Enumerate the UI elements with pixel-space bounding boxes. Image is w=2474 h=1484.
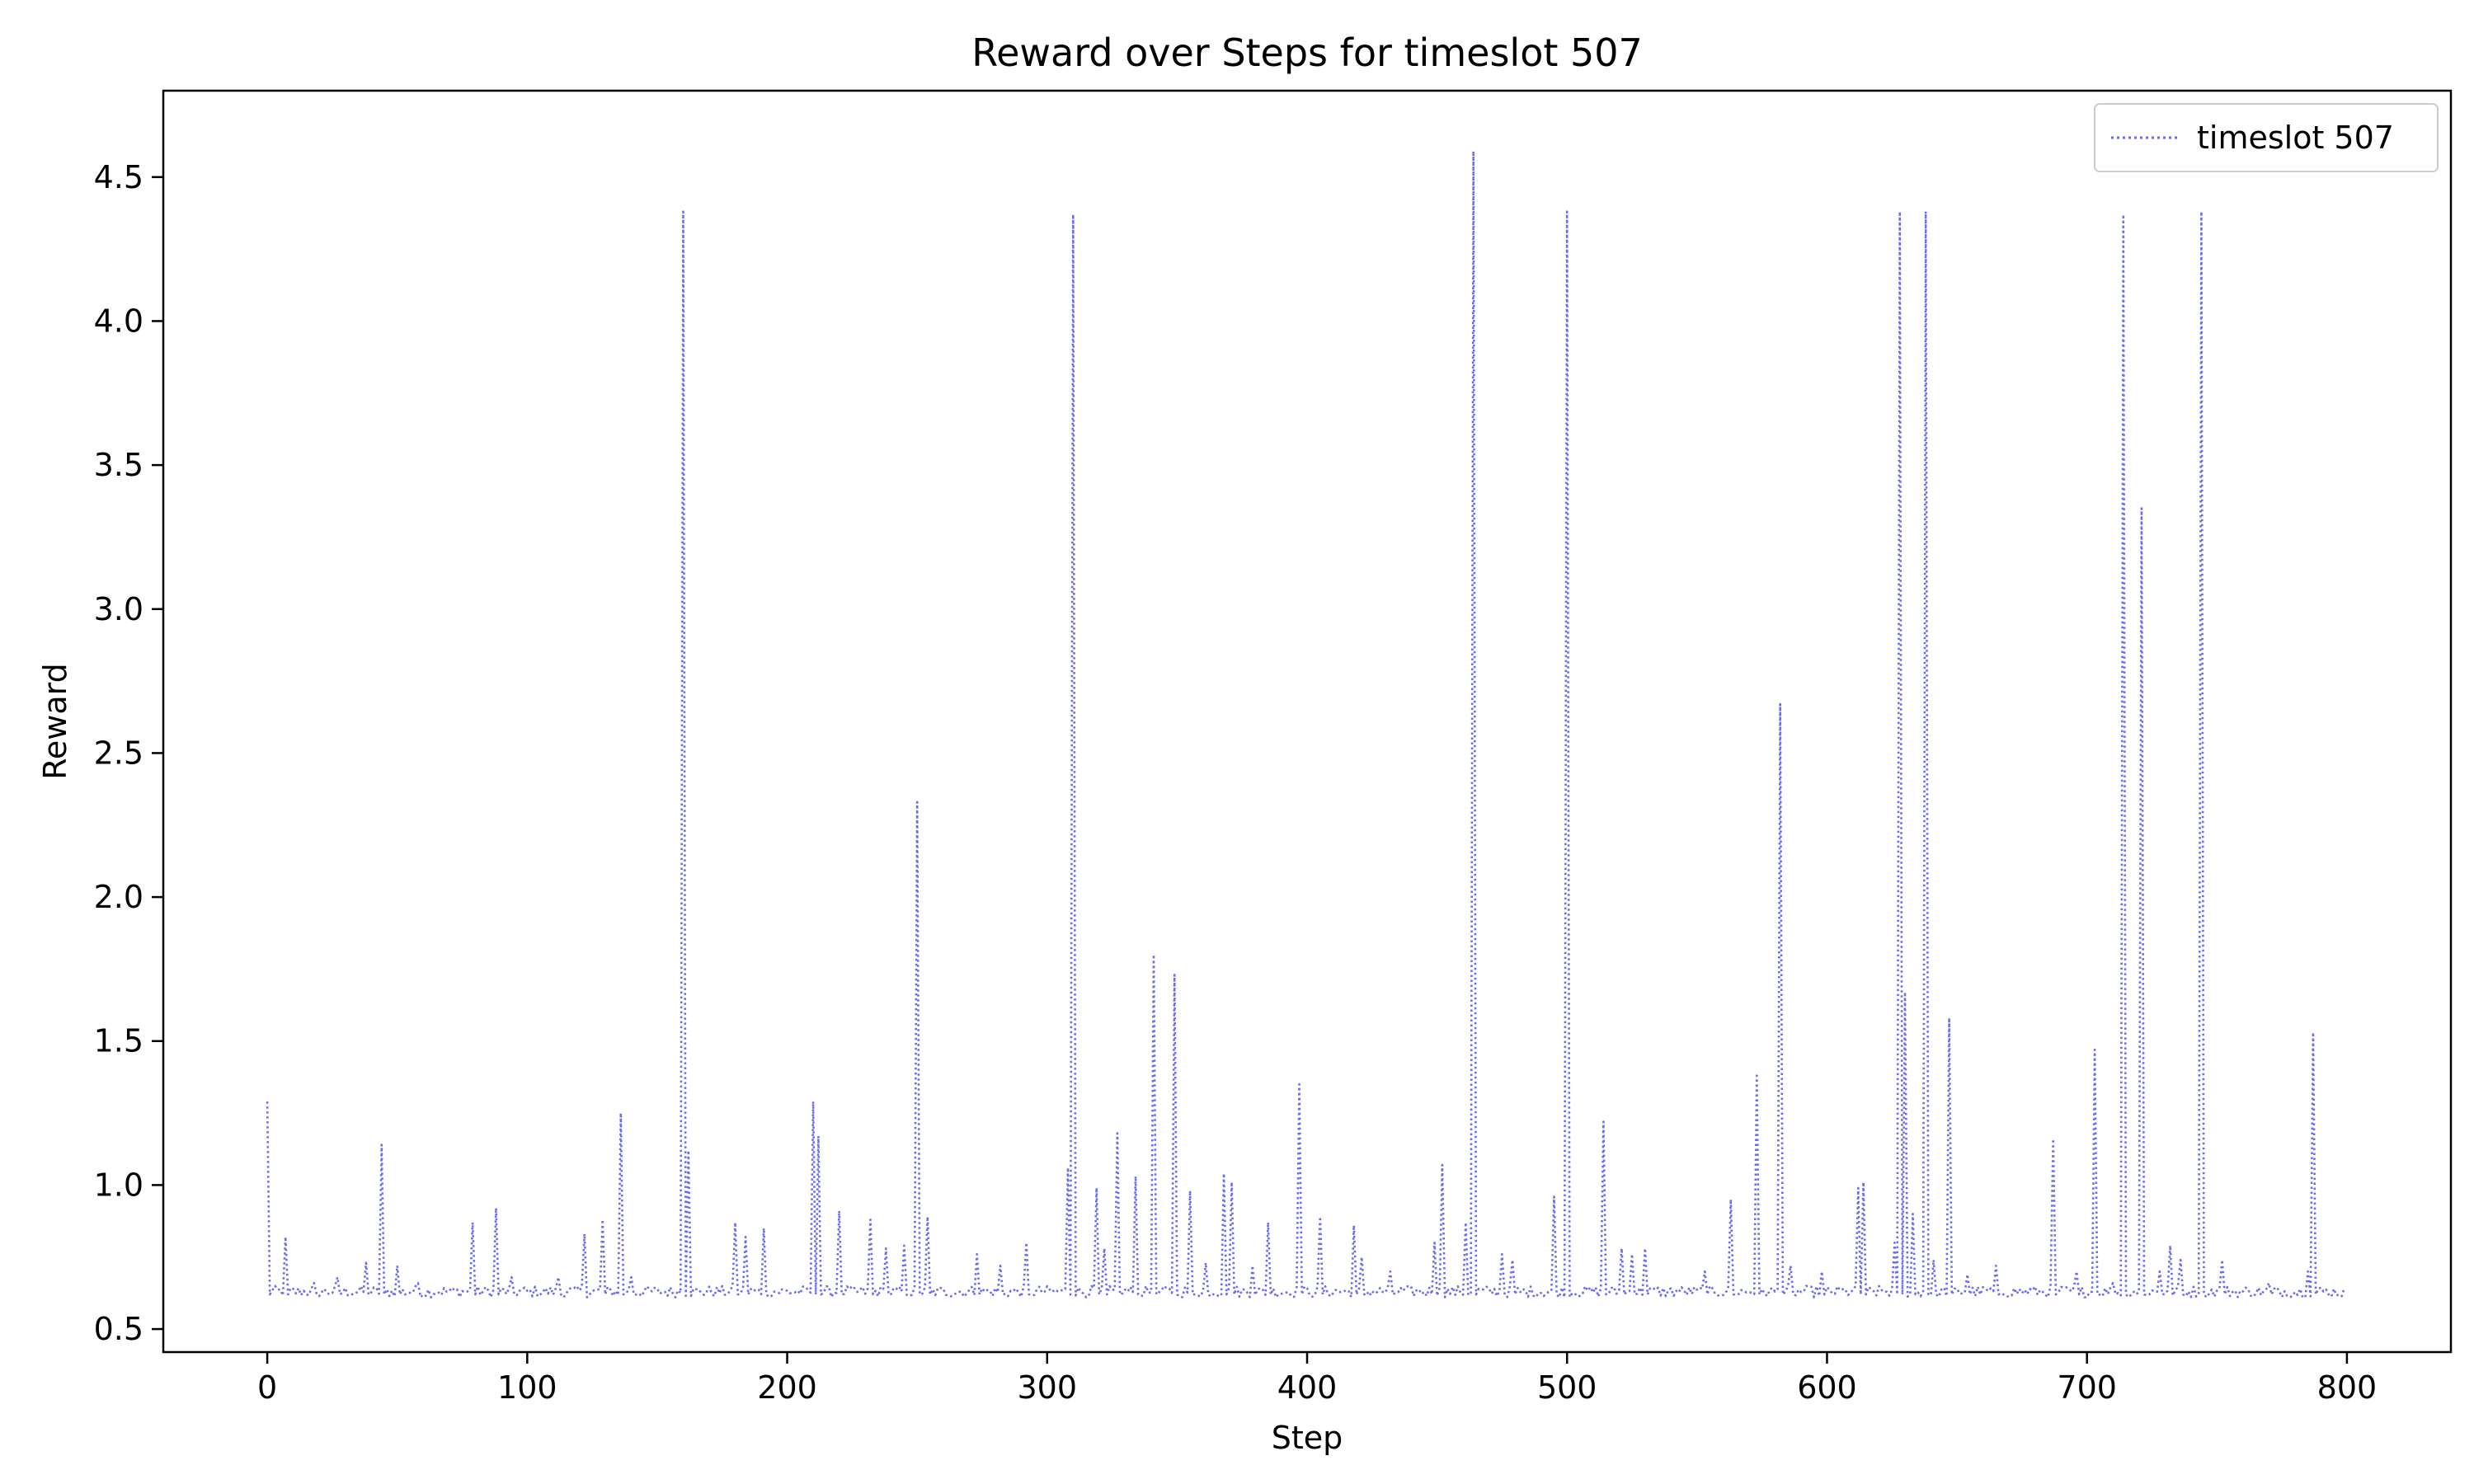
y-tick-label: 1.5 — [94, 1023, 143, 1059]
plot-area — [266, 150, 2346, 1298]
y-tick-label: 1.0 — [94, 1167, 143, 1203]
series-line-0 — [266, 150, 2346, 1298]
y-axis: 0.5 1.0 1.5 2.0 2.5 3.0 3.5 4.0 4.5 — [94, 159, 163, 1347]
y-axis-label: Reward — [37, 663, 73, 780]
x-tick-label: 500 — [1537, 1369, 1597, 1406]
x-tick-label: 400 — [1277, 1369, 1338, 1406]
legend: timeslot 507 — [2094, 103, 2439, 172]
chart-title: Reward over Steps for timeslot 507 — [971, 31, 1643, 75]
x-tick-label: 700 — [2057, 1369, 2117, 1406]
y-tick-label: 4.5 — [94, 159, 143, 195]
y-tick-label: 2.5 — [94, 735, 143, 771]
x-tick-label: 100 — [497, 1369, 557, 1406]
x-tick-label: 600 — [1797, 1369, 1857, 1406]
legend-box — [2094, 103, 2439, 172]
x-tick-label: 200 — [757, 1369, 817, 1406]
x-axis: 0 100 200 300 400 500 600 700 800 — [257, 1352, 2377, 1406]
y-tick-label: 2.0 — [94, 879, 143, 915]
y-tick-label: 3.0 — [94, 591, 143, 627]
plot-frame — [162, 89, 2453, 1354]
x-tick-label: 0 — [257, 1369, 277, 1406]
x-axis-label: Step — [1272, 1420, 1343, 1456]
y-tick-label: 3.5 — [94, 447, 143, 483]
legend-entry: timeslot 507 — [2197, 120, 2394, 156]
y-tick-label: 0.5 — [94, 1311, 143, 1347]
x-tick-label: 800 — [2317, 1369, 2378, 1406]
x-tick-label: 300 — [1018, 1369, 1078, 1406]
y-tick-label: 4.0 — [94, 303, 143, 339]
